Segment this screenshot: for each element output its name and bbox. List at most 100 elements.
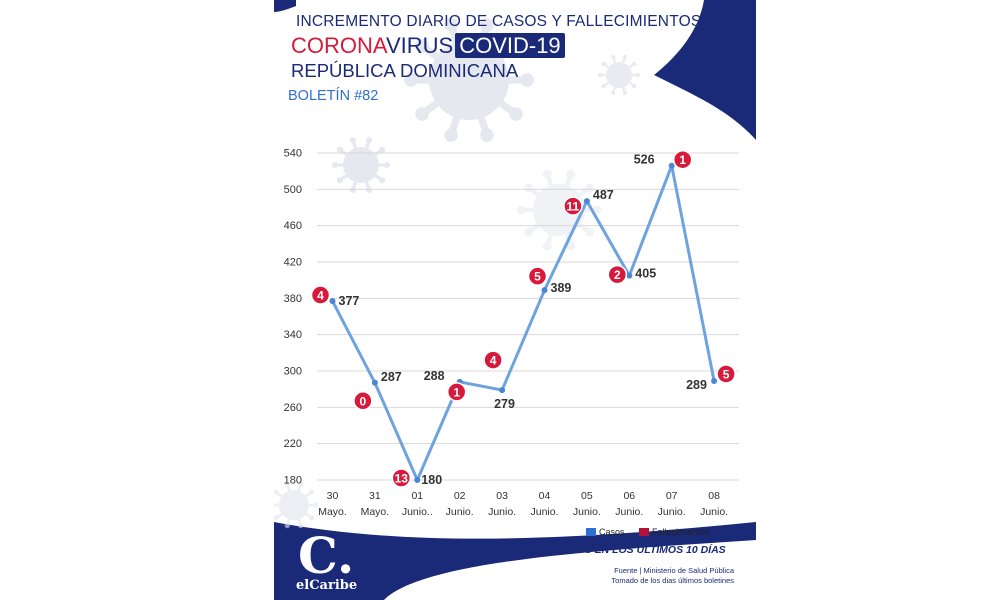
x-tick-label: 04 <box>539 490 551 502</box>
x-tick-sublabel: Mayo. <box>318 506 347 518</box>
legend-item-casos: Casos <box>586 527 625 537</box>
logo-mark: C. <box>298 526 355 585</box>
x-tick-label: 02 <box>454 490 466 502</box>
virus-spike <box>545 234 554 247</box>
virus-body <box>429 40 509 120</box>
virus-spike-tip <box>331 161 338 169</box>
y-tick-label: 340 <box>284 329 302 341</box>
background-decoration <box>274 0 756 600</box>
virus-spike-tip <box>274 515 279 521</box>
data-label-casos: 180 <box>421 473 442 487</box>
header-title: INCREMENTO DIARIO DE CASOS Y FALLECIMIEN… <box>296 13 702 30</box>
data-label-casos: 279 <box>494 397 515 411</box>
legend-label-fallecimientos: Fallecimientos <box>652 527 710 537</box>
data-label-fallecimientos: 2 <box>614 268 621 282</box>
virus-spike-tip <box>585 183 594 193</box>
x-tick-label: 05 <box>581 490 593 502</box>
data-label-casos: 487 <box>593 188 614 202</box>
data-point-casos <box>329 298 336 305</box>
virus-body <box>606 62 632 88</box>
source-note: Tomado de los dias últimos boletines <box>611 576 734 585</box>
virus-spike-tip <box>415 39 429 53</box>
data-badge-fallecimientos <box>353 391 373 411</box>
x-tick-label: 07 <box>666 490 678 502</box>
virus-spike-tip <box>597 72 603 78</box>
x-tick-sublabel: Junio.. <box>402 506 433 518</box>
virus-spike-tip <box>274 503 275 507</box>
virus-spike-tip <box>524 183 533 193</box>
x-tick-sublabel: Junio. <box>530 506 558 518</box>
y-tick-label: 300 <box>284 366 302 378</box>
y-tick-label: 420 <box>284 257 302 269</box>
virus-spike-tip <box>379 177 386 184</box>
virus-spike-tip <box>284 523 290 529</box>
y-tick-label: 380 <box>284 293 302 305</box>
data-point-casos <box>711 377 718 384</box>
virus-spike-tip <box>542 169 552 179</box>
virus-spike-tip <box>480 18 494 32</box>
virus-spike-tip <box>610 54 616 60</box>
x-tick-label: 31 <box>369 490 381 502</box>
virus-spike <box>578 223 591 235</box>
virus-icon <box>331 137 391 193</box>
virus-body <box>343 147 379 183</box>
virus-spike-tip <box>313 502 319 508</box>
data-label-casos: 405 <box>635 267 656 281</box>
legend-label-casos: Casos <box>599 527 625 537</box>
data-label-fallecimientos: 11 <box>567 200 580 214</box>
data-point-casos <box>414 477 421 483</box>
x-tick-label: 03 <box>496 490 508 502</box>
virus-spike-tip <box>349 137 356 144</box>
line-chart: 18022026030034038042046050054030Mayo.31M… <box>284 148 739 518</box>
data-badge-fallecimientos <box>310 285 331 305</box>
virus-illustrations <box>274 18 641 529</box>
virus-spike-tip <box>601 61 606 67</box>
virus-spike-tip <box>298 481 304 487</box>
header-wave <box>654 0 756 140</box>
virus-spike-tip <box>404 73 418 87</box>
virus-spike-tip <box>566 241 576 251</box>
x-tick-sublabel: Junio. <box>658 506 686 518</box>
virus-spike-tip <box>632 61 637 67</box>
virus-spike-tip <box>520 73 534 87</box>
data-badge-fallecimientos <box>446 382 467 402</box>
data-label-fallecimientos: 13 <box>395 472 409 486</box>
virus-spike <box>564 173 573 186</box>
header-left-band <box>274 0 296 12</box>
virus-spike-tip <box>480 128 494 142</box>
x-tick-sublabel: Junio. <box>488 506 516 518</box>
virus-spike-tip <box>444 18 458 32</box>
infographic-card: INCREMENTO DIARIO DE CASOS Y FALLECIMIEN… <box>274 0 756 600</box>
data-point-casos <box>668 162 675 169</box>
x-tick-label: 01 <box>411 490 423 502</box>
virus-spike-tip <box>516 205 526 215</box>
brand-corona: CORONA <box>291 33 386 58</box>
virus-spike-tip <box>601 83 606 89</box>
source-line: Fuente | Ministerio de Salud Pública <box>614 566 734 575</box>
data-badge-fallecimientos <box>716 364 736 384</box>
y-tick-label: 180 <box>284 475 302 487</box>
x-tick-sublabel: Junio. <box>446 506 474 518</box>
virus-body <box>279 490 309 520</box>
virus-spike-tip <box>509 107 523 121</box>
virus-spike-tip <box>336 177 343 184</box>
virus-spike <box>527 223 540 235</box>
data-label-fallecimientos: 4 <box>317 289 324 303</box>
virus-spike-tip <box>542 241 552 251</box>
data-label-fallecimientos: 4 <box>490 354 497 368</box>
y-tick-label: 220 <box>284 438 302 450</box>
x-tick-sublabel: Junio. <box>615 506 643 518</box>
virus-spike-tip <box>622 54 628 60</box>
x-tick-sublabel: Junio. <box>700 506 728 518</box>
logo-wordmark: elCaribe <box>296 578 358 593</box>
data-label-casos: 389 <box>551 281 572 295</box>
virus-spike-tip <box>444 128 458 142</box>
data-badge-fallecimientos <box>607 264 628 285</box>
data-point-casos <box>541 287 548 294</box>
footer-title: NUEVOS CASOS TRANSCURRIDOS EN LOS ULTIMO… <box>412 544 726 556</box>
data-label-casos: 526 <box>634 153 655 167</box>
footer-white-swoosh <box>384 540 756 600</box>
data-label-fallecimientos: 1 <box>679 153 686 167</box>
x-tick-label: 30 <box>327 490 339 502</box>
header-country: REPÚBLICA DOMINICANA <box>291 60 519 81</box>
